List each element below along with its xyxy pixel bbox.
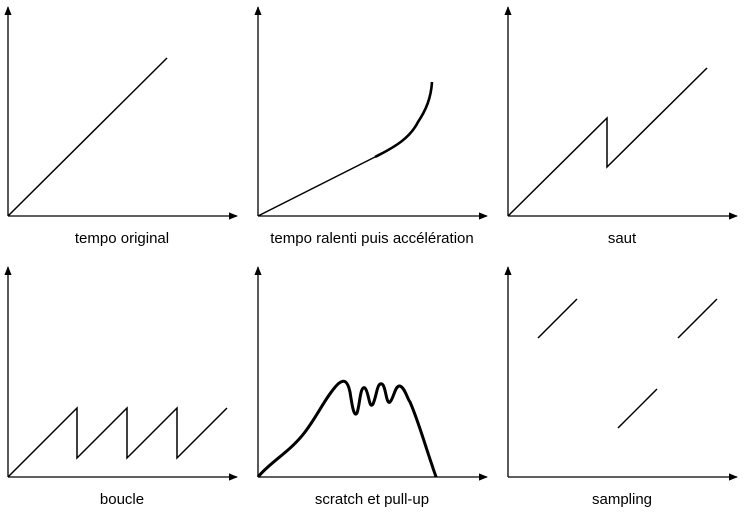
caption-scratch: scratch et pull-up <box>314 491 430 508</box>
sample-segment-2 <box>617 388 658 429</box>
caption-tempo-original: tempo original <box>74 230 170 247</box>
axes <box>4 6 238 220</box>
panel-scratch <box>254 266 488 481</box>
curve-loop <box>7 406 228 478</box>
caption-tempo-ralenti: tempo ralenti puis accélération <box>270 230 474 247</box>
axes <box>4 266 238 481</box>
panel-sampling <box>504 266 738 481</box>
sample-segment-3 <box>677 298 718 339</box>
curve-acceleration <box>374 81 434 159</box>
panel-boucle <box>4 266 238 481</box>
panel-tempo-ralenti <box>254 6 488 220</box>
caption-saut: saut <box>607 230 637 247</box>
curve-slow-segment <box>257 156 376 217</box>
caption-sampling: sampling <box>591 491 653 508</box>
panel-saut <box>504 6 738 220</box>
curve-jump <box>507 67 708 217</box>
caption-boucle: boucle <box>99 491 145 508</box>
curve-linear <box>7 57 168 217</box>
axes <box>254 266 488 481</box>
axes <box>504 266 738 481</box>
curve-scratch <box>256 379 438 478</box>
sample-segment-1 <box>537 298 578 339</box>
panel-tempo-original <box>4 6 238 220</box>
axes <box>254 6 488 220</box>
axes <box>504 6 738 220</box>
